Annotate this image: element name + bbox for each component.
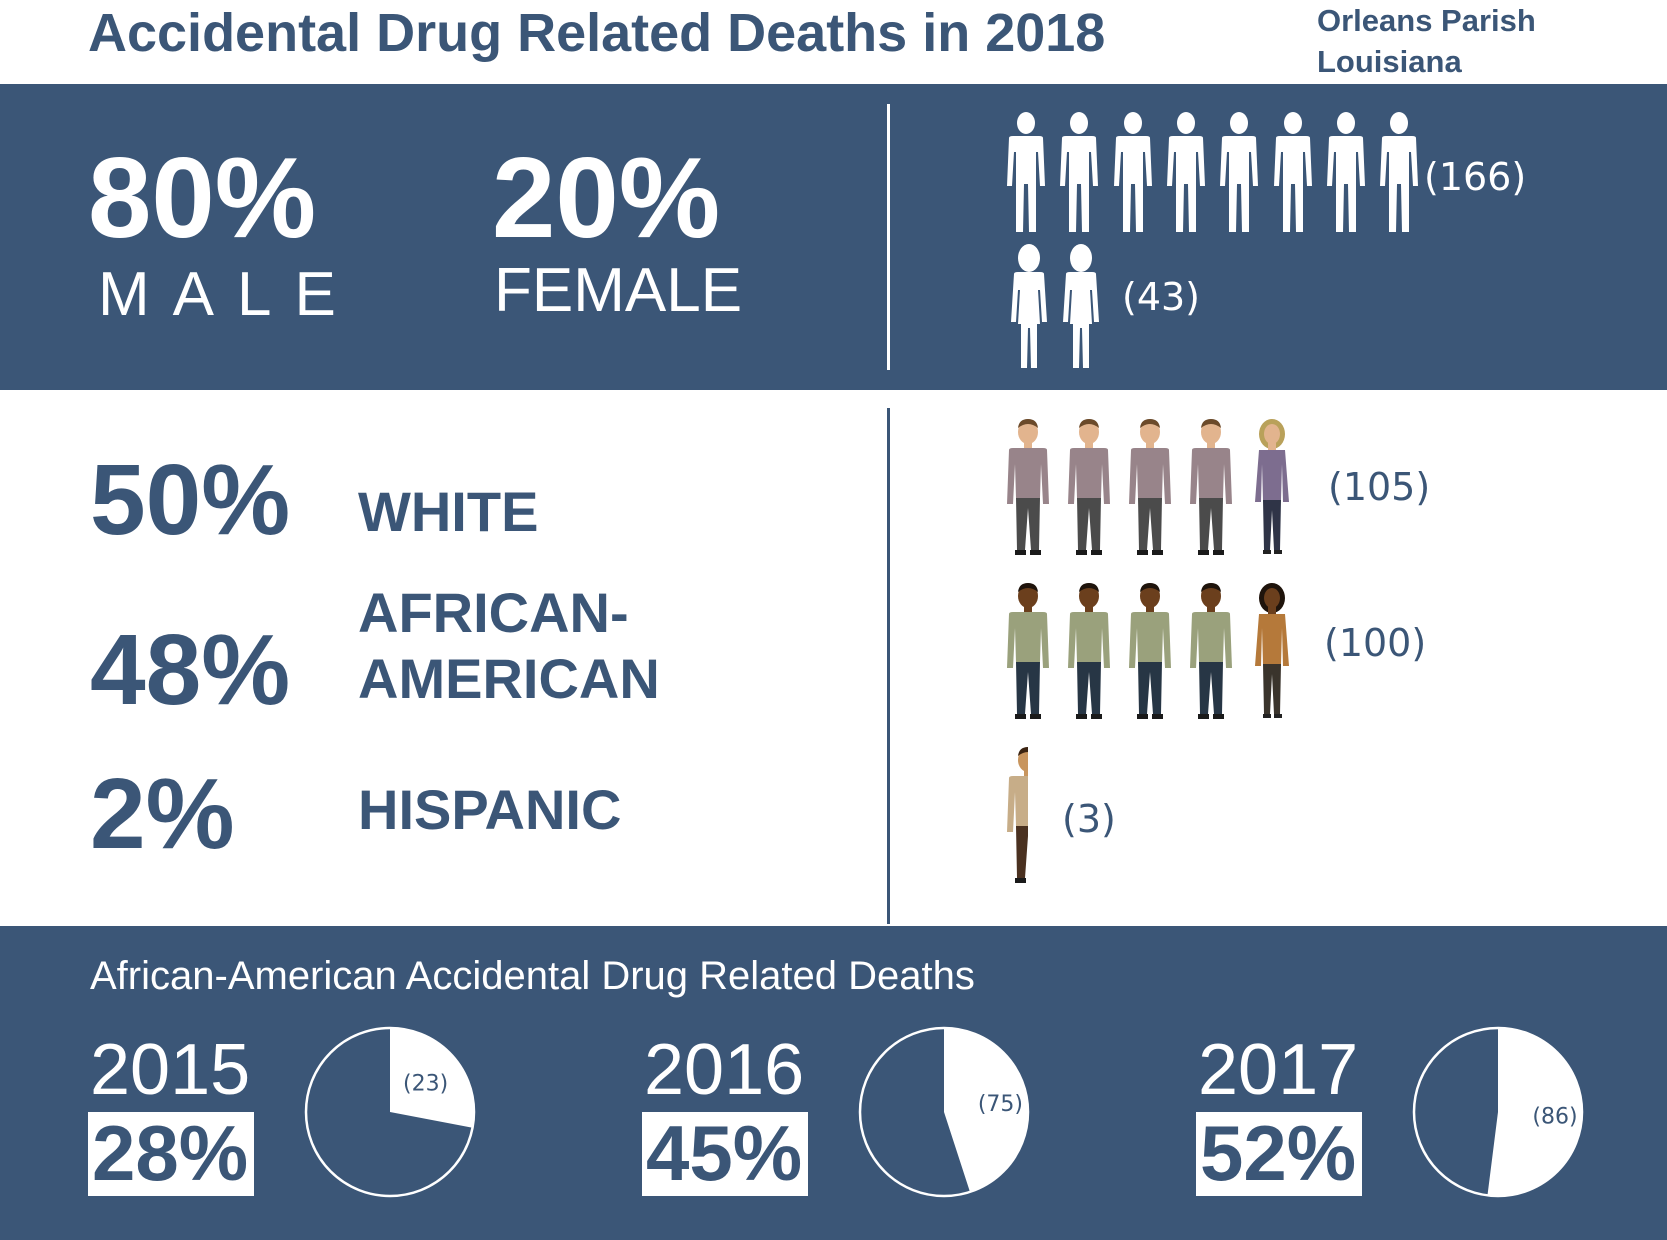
female-count: (43)	[1122, 275, 1201, 319]
female-label: FEMALE	[494, 256, 743, 325]
race-divider	[887, 408, 890, 924]
trend-panel: African-American Accidental Drug Related…	[0, 926, 1667, 1240]
pie-aa-slice	[944, 1028, 1029, 1192]
pie-aa-slice	[1487, 1028, 1582, 1196]
male-figure-icon	[1113, 112, 1152, 232]
pie-year-label: 2017	[1198, 1030, 1359, 1110]
page-title: Accidental Drug Related Deaths in 2018	[88, 3, 1106, 63]
male-figure-icon	[1007, 112, 1045, 232]
male-person-icon	[1190, 583, 1232, 719]
pie-aa-slice	[390, 1028, 474, 1128]
white-percent: 50%	[90, 444, 291, 556]
male-person-icon	[1068, 419, 1110, 555]
male-label: MALE	[98, 260, 359, 329]
male-person-icon	[1068, 583, 1110, 719]
female-person-icon	[1255, 583, 1289, 718]
aa-percent: 48%	[90, 614, 291, 726]
white-count: (105)	[1328, 465, 1431, 509]
male-figure-icon	[1060, 112, 1099, 232]
pie-percent-label: 28%	[88, 1112, 255, 1196]
female-percent: 20%	[492, 135, 721, 262]
male-percent: 80%	[88, 135, 317, 262]
male-figure-icon	[1380, 112, 1419, 232]
hispanic-label: HISPANIC	[358, 778, 622, 841]
pie-year-label: 2015	[90, 1030, 251, 1110]
aa-label-line1: AFRICAN-	[358, 581, 629, 644]
trend-heading: African-American Accidental Drug Related…	[90, 954, 975, 998]
location-state: Louisiana	[1317, 44, 1462, 79]
sex-panel: 80% MALE 20% FEMALE (166) (43)	[0, 84, 1667, 390]
location-label: Orleans Parish Louisiana	[1317, 0, 1536, 82]
white-label: WHITE	[358, 480, 539, 543]
aa-count: (100)	[1324, 621, 1427, 665]
female-person-icon	[1255, 419, 1289, 554]
hispanic-percent: 2%	[90, 758, 235, 870]
location-parish: Orleans Parish	[1317, 3, 1536, 38]
race-panel: 50% WHITE 48% AFRICAN- AMERICAN 2% HISPA…	[0, 390, 1667, 926]
male-person-icon	[1003, 746, 1053, 886]
pie-chart: (86)	[1412, 1026, 1584, 1198]
aa-label-line2: AMERICAN	[358, 647, 660, 710]
pie-chart: (23)	[304, 1026, 476, 1198]
pie-year-label: 2016	[644, 1030, 805, 1110]
aa-label: AFRICAN- AMERICAN	[358, 580, 660, 712]
pie-percent-label: 52%	[1196, 1112, 1363, 1196]
female-figure-icon	[1011, 244, 1047, 368]
male-person-icon	[1129, 583, 1171, 719]
male-person-icon	[1190, 419, 1232, 555]
male-count: (166)	[1424, 155, 1527, 199]
pie-chart: (75)	[858, 1026, 1030, 1198]
male-person-icon	[1129, 419, 1171, 555]
male-figure-icon	[1220, 112, 1259, 232]
male-figure-icon	[1273, 112, 1312, 232]
hispanic-count: (3)	[1062, 797, 1116, 841]
female-figure-icon	[1063, 244, 1099, 368]
pie-count-label: (23)	[403, 1072, 448, 1097]
male-person-icon	[1007, 419, 1049, 555]
male-person-icon	[1007, 583, 1049, 719]
pie-count-label: (75)	[978, 1092, 1023, 1117]
male-figure-icon	[1166, 112, 1205, 232]
pie-percent-label: 45%	[642, 1112, 809, 1196]
pie-count-label: (86)	[1532, 1105, 1577, 1130]
sex-divider	[887, 104, 890, 370]
trend-pies: 2015 28% (23) 2016 45% (75) 2017 52% (86)	[0, 926, 1667, 1240]
male-figure-icon	[1326, 112, 1365, 232]
